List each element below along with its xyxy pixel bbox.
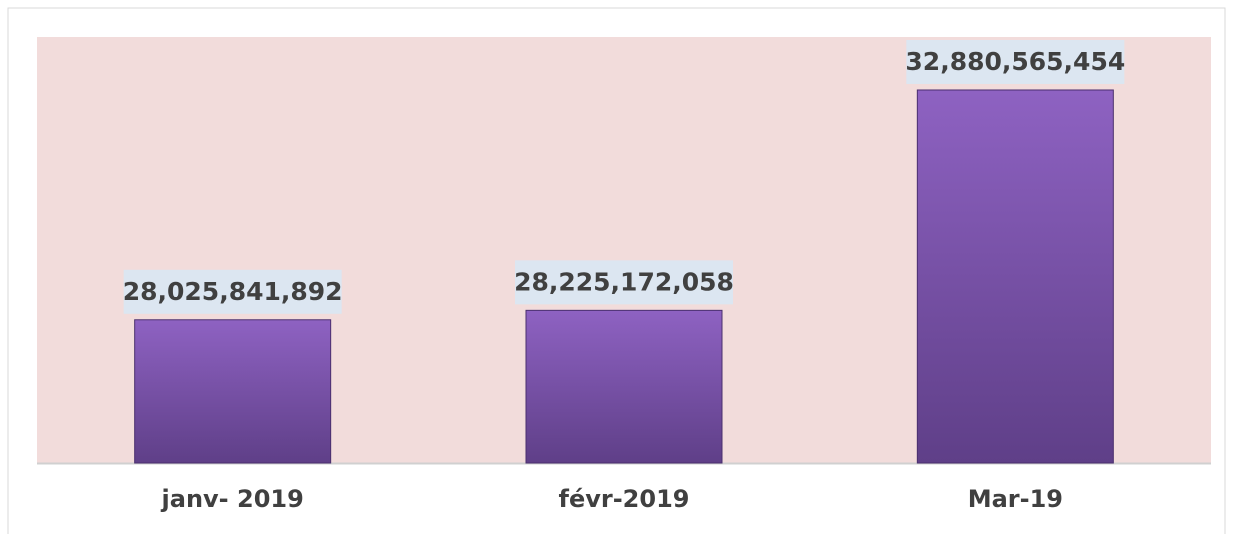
- data-label-box: [906, 39, 1125, 84]
- data-label: 32,880,565,454: [905, 47, 1125, 76]
- x-tick-label: janv- 2019: [161, 485, 304, 513]
- bar: [916, 89, 1114, 464]
- data-label: 28,225,172,058: [514, 267, 734, 296]
- data-label-box: [515, 260, 733, 305]
- bar: [134, 319, 332, 464]
- x-tick-label: Mar-19: [968, 485, 1063, 513]
- data-label: 28,025,841,892: [123, 277, 343, 306]
- x-tick-label: févr-2019: [559, 485, 690, 513]
- bar: [525, 309, 723, 464]
- data-label-box: [123, 269, 342, 314]
